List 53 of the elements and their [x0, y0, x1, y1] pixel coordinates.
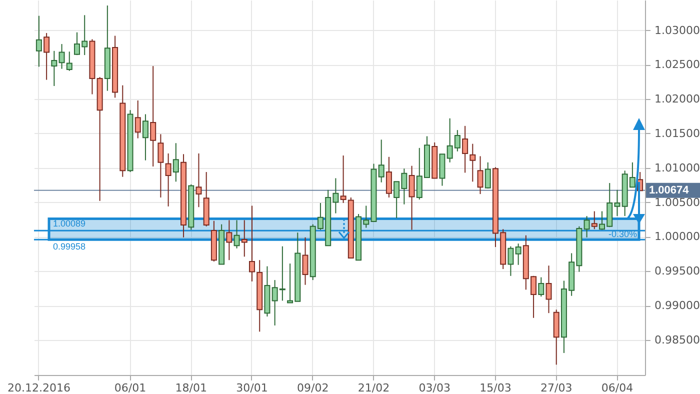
candlestick: [196, 152, 202, 208]
candlestick: [538, 276, 544, 298]
y-tick-label: 0.98500: [654, 333, 700, 346]
candlestick: [470, 143, 476, 182]
x-tick-label: 09/02: [297, 382, 329, 394]
candlestick: [234, 220, 240, 249]
y-tick-label: 1.02000: [654, 92, 700, 106]
candlestick: [584, 216, 590, 238]
y-tick-label: 1.00500: [654, 196, 700, 209]
candlestick: [142, 114, 148, 161]
x-tick-label: 06/04: [601, 382, 634, 394]
x-tick-label: 03/03: [418, 382, 450, 394]
candlestick: [158, 134, 164, 198]
candlestick: [150, 66, 156, 168]
candlestick: [226, 220, 232, 261]
ref-line-label: 1.00089: [53, 218, 86, 229]
candlestick: [484, 162, 491, 190]
y-tick-label: 0.99000: [654, 299, 700, 312]
ref-line-label: 0.99958: [53, 242, 86, 252]
candlestick: [302, 236, 308, 286]
candlestick: [66, 51, 72, 72]
candlestick: [51, 50, 58, 87]
x-tick-label: 06/01: [114, 382, 146, 394]
candlestick: [591, 210, 598, 230]
candlestick: [477, 156, 484, 195]
candlestick: [546, 265, 552, 314]
y-tick-label: 1.03000: [654, 24, 700, 37]
candlestick: [386, 156, 392, 198]
candlestick: [508, 246, 514, 276]
candlestick: [241, 220, 248, 258]
candlestick: [134, 100, 141, 139]
x-tick-label: 27/03: [540, 382, 572, 394]
candlestick: [165, 152, 172, 207]
annotation: -0.30%: [608, 229, 637, 239]
x-tick-label: 18/01: [175, 382, 207, 394]
candlestick: [58, 44, 65, 70]
x-tick-label: 15/03: [480, 382, 512, 394]
y-tick-label: 0.99500: [654, 264, 700, 278]
candlestick: [172, 142, 179, 182]
candlestick: [515, 243, 522, 266]
candlestick: [44, 32, 50, 80]
x-tick-label: 30/01: [236, 382, 268, 394]
y-tick-label: 1.02500: [654, 58, 700, 72]
candlestick: [378, 139, 384, 183]
y-tick-label: 1.01500: [654, 126, 700, 140]
x-tick-label: 21/02: [358, 382, 390, 394]
ref-line-label: 1.00674: [649, 184, 690, 196]
candlestick: [36, 15, 42, 68]
candlestick: [462, 125, 468, 174]
y-tick-label: 1.01000: [654, 161, 700, 174]
candlestick: [408, 165, 415, 230]
x-tick-label: 20.12.2016: [7, 382, 70, 394]
y-tick-label: 1.00000: [654, 230, 700, 244]
